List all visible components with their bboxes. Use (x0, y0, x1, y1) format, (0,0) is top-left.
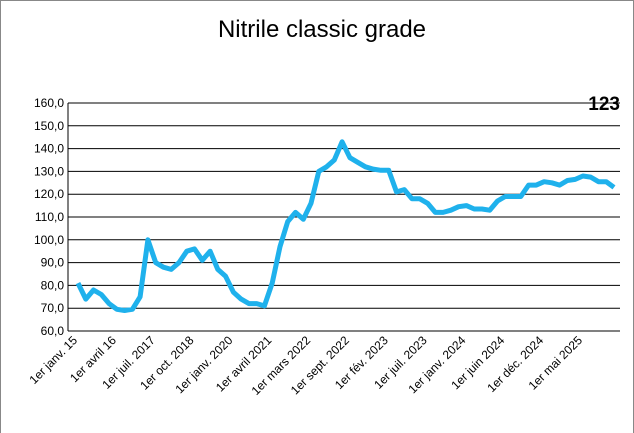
y-tick-label: 60,0 (41, 324, 65, 338)
series-line (75, 139, 616, 313)
y-tick-label: 100,0 (34, 233, 64, 247)
y-tick-label: 80,0 (41, 278, 65, 292)
annotation: 123 (588, 94, 620, 115)
y-tick-label: 160,0 (34, 96, 64, 110)
y-tick-label: 110,0 (35, 210, 64, 224)
y-tick-label: 130,0 (34, 164, 64, 178)
y-tick-label: 90,0 (41, 256, 65, 270)
y-tick-label: 140,0 (34, 142, 64, 156)
y-tick-label: 150,0 (34, 119, 64, 133)
chart-title: Nitrile classic grade (218, 16, 426, 43)
y-tick-label: 120,0 (34, 187, 64, 201)
y-tick-label: 70,0 (41, 301, 65, 315)
